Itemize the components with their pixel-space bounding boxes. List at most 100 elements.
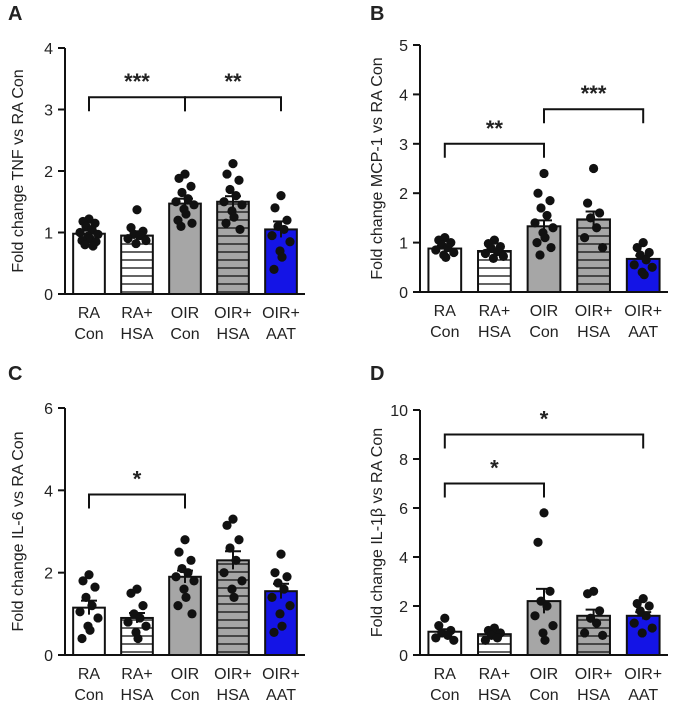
data-point	[225, 543, 235, 553]
data-point	[229, 592, 239, 602]
significance-label: *	[540, 407, 549, 432]
data-point	[141, 621, 151, 631]
data-point	[276, 191, 286, 201]
data-point	[583, 198, 593, 208]
x-tick-label: AAT	[266, 687, 296, 704]
bar	[576, 218, 611, 293]
data-point	[181, 592, 191, 602]
data-point	[285, 237, 295, 247]
y-axis-label: Fold change IL-1β vs RA Con	[369, 428, 386, 637]
x-tick-label: OIR	[530, 303, 558, 320]
data-point	[598, 630, 608, 641]
data-point	[530, 218, 540, 228]
data-point	[189, 576, 199, 586]
data-point	[449, 247, 459, 258]
data-point	[81, 592, 91, 602]
x-tick-label: RA	[434, 303, 457, 320]
data-point	[229, 212, 239, 222]
data-point	[171, 572, 181, 582]
data-point	[498, 251, 508, 262]
data-point	[228, 159, 238, 169]
data-point	[277, 252, 287, 262]
data-point	[548, 621, 558, 631]
y-tick-label: 1	[44, 226, 53, 243]
x-tick-label: RA+	[479, 303, 511, 320]
x-tick-label: Con	[430, 687, 459, 704]
data-point	[539, 508, 549, 518]
x-tick-label: RA	[78, 305, 101, 322]
data-point	[189, 200, 199, 210]
y-tick-label: 4	[399, 87, 408, 104]
data-point	[270, 568, 280, 578]
data-point	[84, 570, 94, 580]
x-tick-label: RA+	[121, 305, 153, 322]
x-tick-label: HSA	[478, 324, 511, 341]
significance-bracket	[443, 433, 645, 449]
significance-label: **	[486, 116, 504, 141]
x-tick-label: Con	[529, 324, 558, 341]
data-point	[641, 255, 651, 265]
significance-bracket	[443, 482, 545, 498]
data-point	[592, 223, 602, 233]
x-tick-label: OIR	[171, 666, 199, 683]
y-tick-label: 4	[44, 483, 53, 500]
significance-bracket	[184, 96, 282, 112]
x-tick-label: HSA	[577, 324, 610, 341]
y-tick-label: 4	[399, 550, 408, 567]
data-point	[179, 584, 189, 594]
data-point	[267, 592, 277, 602]
x-tick-label: OIR+	[575, 303, 613, 320]
panel-a: A Fold change TNF vs RA Con 0 1 2 3 4 RA Con RA+ H…	[8, 3, 305, 343]
data-point	[431, 633, 441, 643]
y-tick-label: 4	[44, 41, 53, 58]
data-point	[234, 175, 244, 185]
panel-d: D Fold change IL-1β vs RA Con 0 2 4 6 8 10 RA Con…	[369, 363, 668, 704]
y-tick-label: 5	[399, 38, 408, 55]
data-point	[75, 227, 85, 238]
data-point	[231, 191, 241, 201]
panel-letter: A	[8, 3, 22, 25]
data-point	[644, 601, 654, 611]
x-tick-label: Con	[170, 326, 199, 343]
data-point	[228, 514, 238, 524]
y-axis-label: Fold change MCP-1 vs RA Con	[369, 57, 386, 279]
data-point	[270, 203, 280, 213]
x-tick-label: RA+	[479, 666, 511, 683]
data-point	[580, 628, 590, 638]
panel-b: B Fold change MCP-1 vs RA Con 0 1 2 3 4 5 RA Con R…	[369, 3, 668, 341]
data-point	[75, 607, 85, 617]
data-point	[589, 163, 599, 174]
data-point	[135, 613, 145, 623]
data-point	[180, 535, 190, 545]
data-point	[123, 617, 133, 627]
y-tick-label: 2	[44, 164, 53, 181]
data-point	[538, 628, 548, 638]
data-point	[641, 611, 651, 621]
data-point	[279, 224, 289, 235]
y-tick-label: 0	[44, 287, 53, 304]
data-point	[234, 535, 244, 545]
significance-label: ***	[581, 81, 607, 106]
data-point	[78, 576, 88, 586]
data-point	[141, 235, 151, 246]
data-point	[282, 572, 292, 582]
data-point	[647, 262, 657, 272]
data-point	[532, 238, 542, 248]
data-point	[126, 588, 136, 598]
data-point	[174, 547, 184, 557]
data-point	[546, 242, 556, 253]
data-point	[629, 618, 639, 628]
data-point	[629, 260, 639, 270]
x-tick-label: HSA	[478, 687, 511, 704]
y-tick-label: 1	[399, 236, 408, 253]
data-point	[93, 613, 103, 623]
data-point	[133, 633, 143, 644]
data-point	[536, 203, 546, 213]
data-point	[87, 601, 97, 611]
x-tick-label: OIR+	[624, 666, 662, 683]
x-tick-label: RA	[78, 666, 101, 683]
x-tick-label: OIR	[171, 305, 199, 322]
data-point	[441, 252, 451, 263]
data-point	[277, 621, 287, 631]
data-point	[583, 589, 593, 599]
